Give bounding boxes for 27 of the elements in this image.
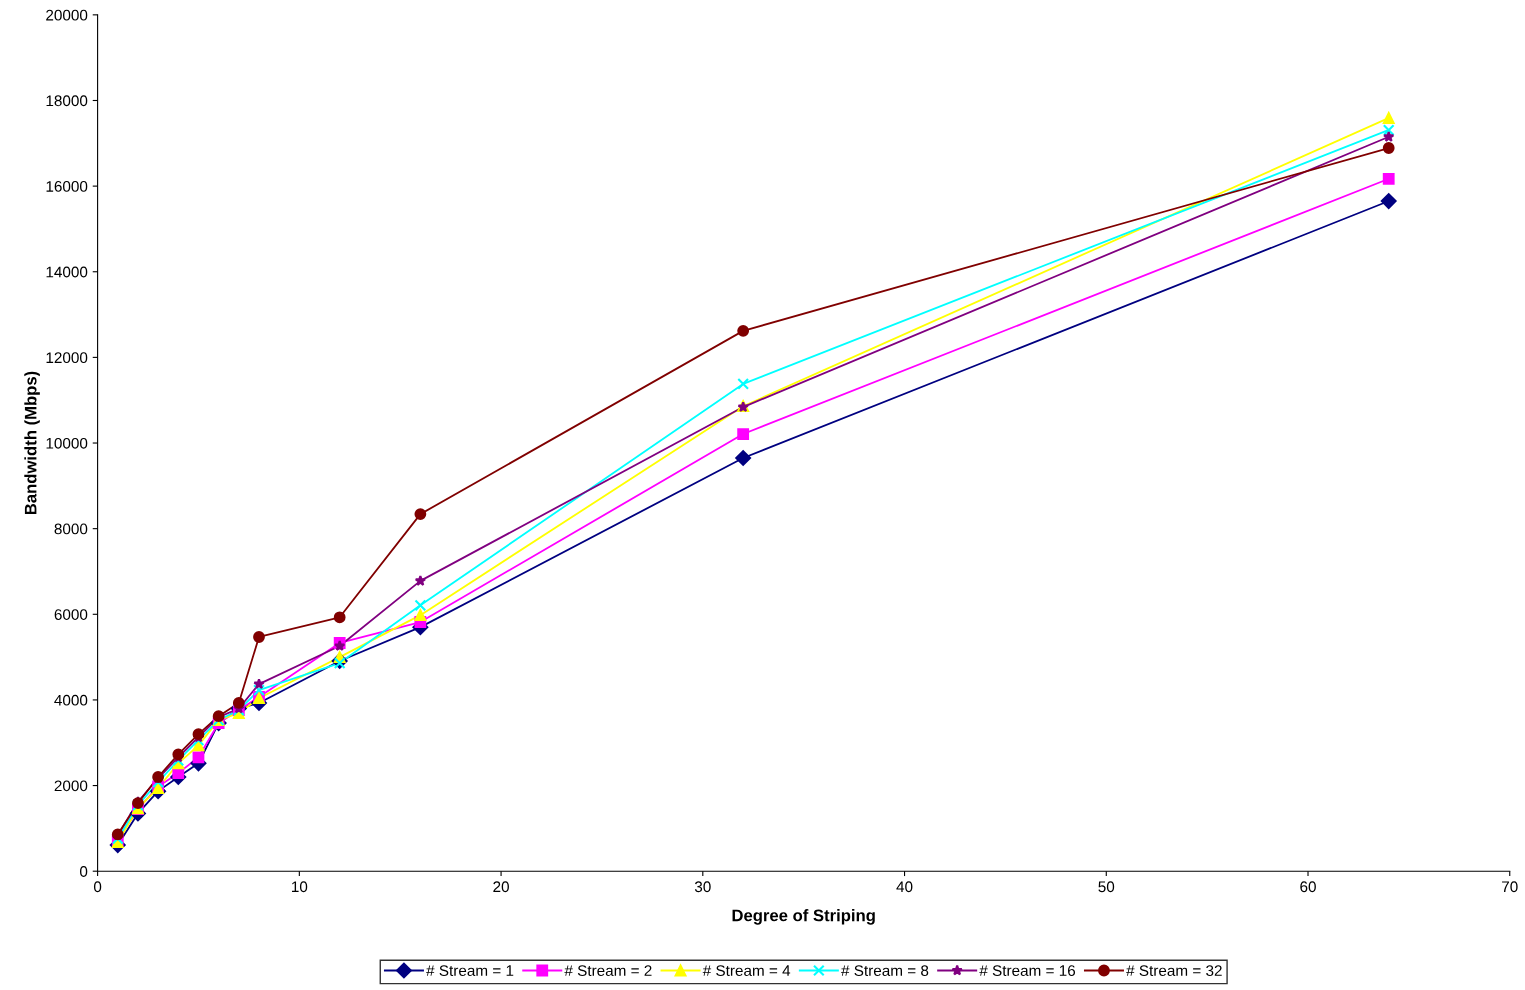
legend-label: # Stream = 2	[564, 965, 652, 976]
x-tick-label: 10	[292, 881, 308, 893]
x-tick-label: 70	[1502, 881, 1518, 893]
y-tick-label: 8000	[54, 523, 88, 535]
y-tick-label: 18000	[46, 95, 88, 107]
y-tick-label: 14000	[46, 266, 88, 278]
y-tick-label: 2000	[54, 780, 88, 792]
y-tick-label: 10000	[46, 437, 88, 449]
x-axis-title: Degree of Striping	[732, 909, 875, 925]
y-tick-label: 12000	[46, 352, 88, 364]
legend-label: # Stream = 16	[979, 965, 1076, 976]
x-tick-label: 20	[493, 881, 509, 893]
y-tick-label: 4000	[54, 694, 88, 706]
x-tick-label: 30	[694, 881, 711, 893]
legend-label: # Stream = 32	[1126, 965, 1222, 976]
x-tick-label: 40	[896, 881, 913, 893]
legend-label: # Stream = 4	[702, 965, 791, 976]
y-tick-label: 16000	[46, 180, 88, 192]
y-tick-label: 6000	[54, 609, 88, 620]
legend-label: # Stream = 8	[841, 965, 929, 976]
x-tick-label: 0	[93, 881, 102, 893]
legend-label: # Stream = 1	[426, 965, 514, 976]
x-tick-label: 60	[1300, 881, 1316, 893]
y-axis-title: Bandwidth (Mbps)	[24, 371, 40, 515]
x-tick-label: 50	[1098, 881, 1115, 893]
y-tick-label: 0	[79, 866, 88, 877]
y-tick-label: 20000	[46, 9, 88, 21]
